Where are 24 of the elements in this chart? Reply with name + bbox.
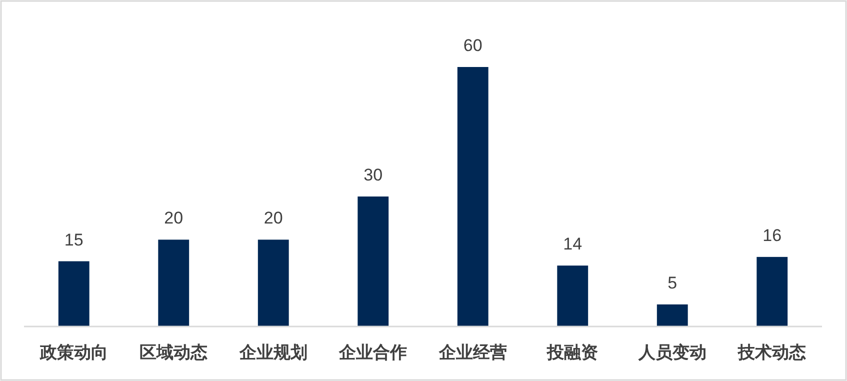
data-label: 15	[64, 230, 84, 250]
bar	[457, 67, 488, 326]
bar	[756, 256, 788, 326]
data-label: 20	[164, 208, 184, 228]
x-tick-label: 政策动向	[38, 343, 108, 362]
x-tick-label: 区域动态	[140, 343, 208, 362]
x-tick-label: 企业合作	[338, 343, 408, 362]
bar	[258, 240, 289, 326]
x-tick-label: 人员变动	[637, 343, 706, 362]
data-label: 30	[364, 166, 383, 184]
data-label: 5	[668, 273, 678, 292]
bar	[358, 196, 389, 326]
bar	[557, 266, 588, 326]
x-tick-label: 企业规划	[238, 343, 308, 362]
data-label: 20	[264, 208, 283, 228]
data-label: 16	[762, 226, 782, 245]
bar	[158, 240, 190, 326]
x-tick-label: 企业经营	[438, 343, 507, 362]
bar	[58, 261, 90, 326]
bar	[656, 304, 688, 326]
x-tick-label: 技术动态	[737, 343, 806, 362]
data-label: 14	[563, 234, 582, 254]
x-tick-label: 投融资	[546, 343, 598, 362]
data-label: 60	[463, 36, 482, 55]
